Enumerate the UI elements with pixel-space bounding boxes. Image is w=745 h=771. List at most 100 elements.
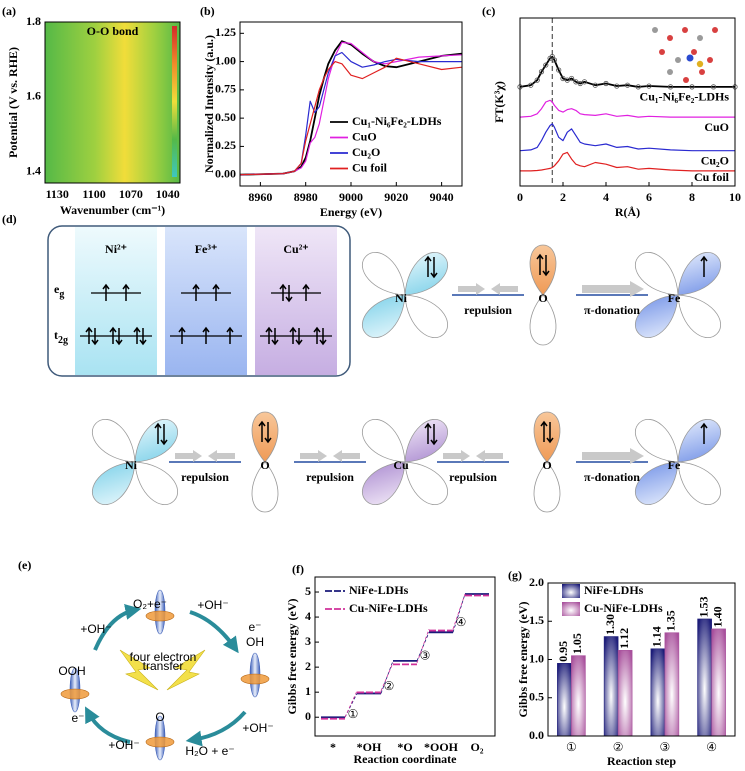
diagram-label: +OH⁻ [197, 598, 228, 612]
electron-arrow [226, 326, 234, 344]
x-tick-label: 1130 [46, 187, 69, 201]
atom [696, 60, 704, 68]
electron-arrow [258, 420, 266, 442]
electron-arrow [178, 326, 186, 344]
panel-label: (f) [292, 562, 304, 576]
adsorption-site [240, 652, 270, 698]
atom [712, 27, 718, 33]
legend-label: Cu foil [352, 160, 388, 174]
data-point [646, 83, 652, 89]
data-point [592, 82, 598, 88]
d-orbital [361, 251, 449, 339]
y-tick-label: 1.4 [26, 164, 41, 178]
data-point [534, 77, 540, 83]
y-tick-label: 5 [305, 584, 311, 598]
electron-arrow [430, 257, 438, 279]
data-point [603, 80, 609, 87]
interaction-label: repulsion [449, 470, 497, 484]
orbital-lobe [91, 461, 136, 506]
y-tick-label: 1 [305, 684, 311, 698]
atom [686, 54, 694, 62]
panel-e-art [85, 604, 247, 747]
bar [571, 655, 586, 737]
y-axis-label: Potential (V vs. RHE) [6, 47, 20, 158]
arrow-shape [582, 448, 644, 464]
data-point [624, 82, 631, 88]
atom [667, 69, 673, 75]
data-point [543, 62, 549, 68]
legend-label: Cu-NiFe-LDHs [584, 601, 663, 615]
electron-arrow [160, 424, 168, 446]
value-label: 1.53 [696, 596, 710, 617]
data-point [556, 67, 562, 73]
colorbar [172, 26, 177, 177]
plot-frame [239, 21, 463, 187]
atom [707, 57, 713, 63]
arrow-shape [300, 450, 327, 462]
atom-label: O [538, 291, 547, 305]
diagram-label: +OH⁻ [80, 622, 111, 636]
column-header: Ni²⁺ [105, 242, 127, 256]
atom-label: Cu [393, 458, 409, 472]
electron-arrow [265, 326, 273, 344]
series-label: CuO [704, 120, 729, 134]
electron-arrow [212, 283, 220, 301]
electron-arrow [279, 283, 287, 301]
bar [650, 648, 666, 737]
table-frame [47, 225, 351, 377]
interaction-label: π-donation [584, 470, 640, 484]
step-connector [452, 593, 466, 633]
series-label: Cu foil [694, 170, 730, 184]
interaction [294, 450, 366, 463]
plot-frame [314, 576, 496, 737]
x-tick-label: 9000 [339, 190, 363, 204]
p-orbital [533, 411, 561, 513]
y-tick-label: 0.50 [215, 110, 236, 124]
electron-arrow [540, 420, 548, 442]
step-connector [452, 593, 466, 630]
x-tick-label: 1070 [119, 187, 143, 201]
y-tick-label: 1.8 [26, 14, 41, 28]
electron-arrow [546, 422, 554, 444]
legend-label: CuO [352, 129, 377, 143]
x-tick-label: * [330, 740, 336, 754]
row-label: t2g [54, 328, 68, 347]
x-tick-label: ③ [659, 740, 670, 754]
diagram-label: e⁻ [71, 711, 84, 725]
orbital-lobe [677, 251, 722, 296]
chart-title: O-O bond [87, 24, 139, 38]
y-axis-label: Gibbs free energy (eV) [516, 601, 530, 717]
x-tick-label: 9020 [384, 190, 408, 204]
data-point [689, 84, 695, 90]
electron-arrow [139, 328, 147, 346]
annotation: ② [384, 679, 395, 693]
legend-label: NiFe-LDHs [584, 583, 644, 597]
diagram-label: e⁻ [248, 620, 261, 634]
bar [697, 618, 712, 737]
orbital-lobe [404, 418, 449, 463]
column-header: Fe³⁺ [195, 242, 218, 256]
x-tick-label: *O [397, 740, 412, 754]
y-tick-label: 1.00 [215, 53, 236, 67]
electron-arrow [122, 283, 130, 301]
data-point [635, 84, 641, 90]
panel-label: (c) [482, 4, 495, 18]
value-label: 1.14 [650, 626, 664, 647]
orbital-lobe [251, 461, 279, 513]
interaction [576, 448, 648, 464]
electron-arrow [264, 422, 272, 444]
metal-ring [145, 610, 175, 622]
row-label-main: t [54, 328, 58, 342]
panel-label: (b) [200, 4, 215, 18]
step-connector [416, 628, 430, 664]
atom [683, 77, 689, 83]
x-axis-label: Reaction step [607, 754, 676, 768]
inset-structure [652, 27, 718, 83]
adsorption-site [145, 715, 175, 761]
y-tick-label: 1.25 [215, 25, 236, 39]
heatmap [45, 22, 180, 183]
diagram-label: OOH [58, 664, 85, 678]
d-table [47, 225, 351, 377]
adsorption-site [145, 589, 175, 635]
